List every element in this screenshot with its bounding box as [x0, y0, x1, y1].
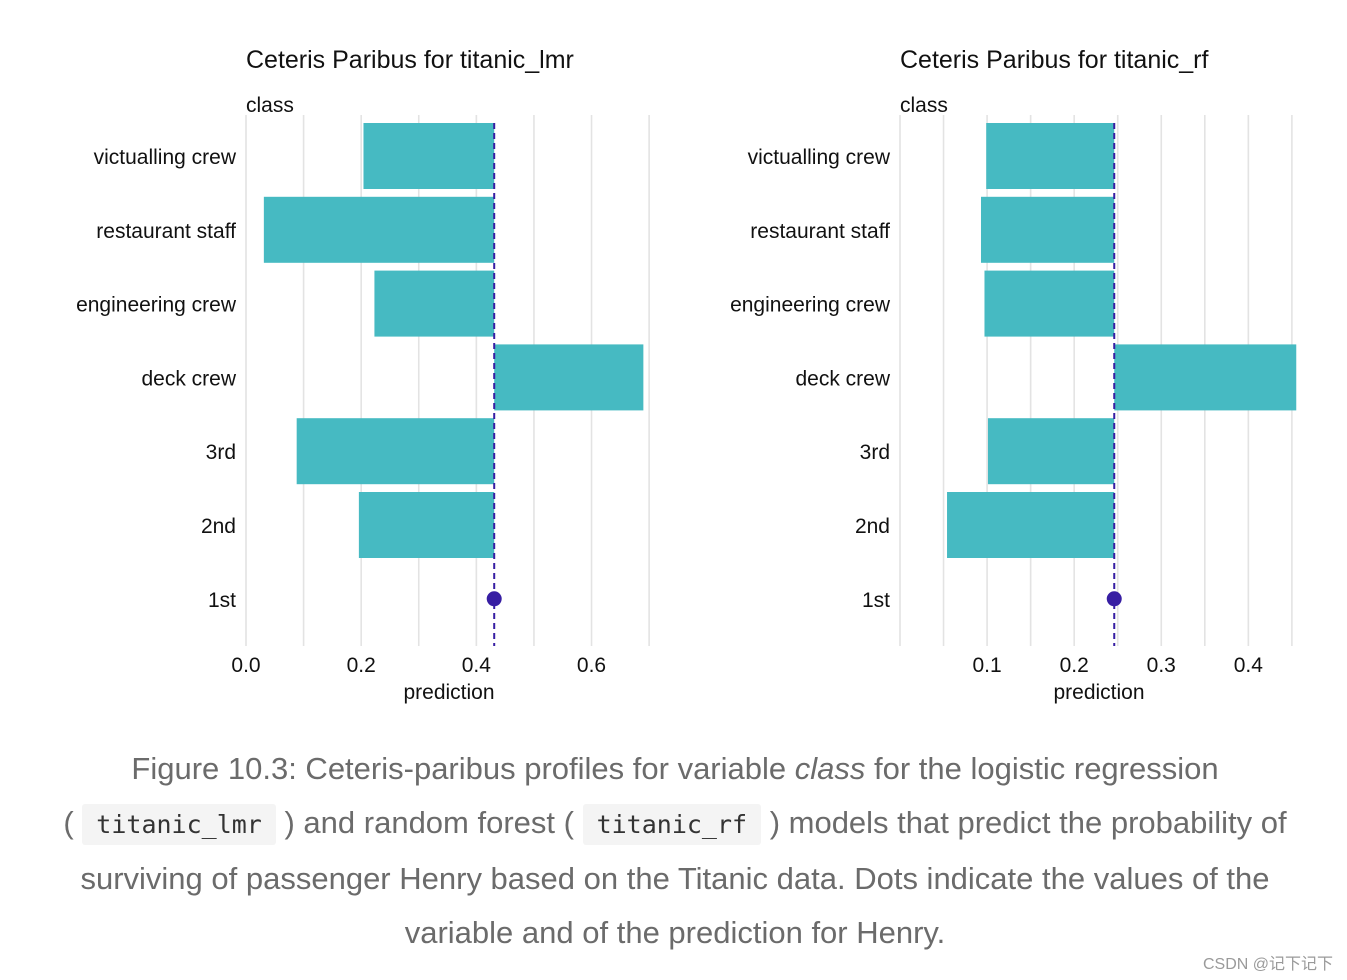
- caption-variable: class: [794, 751, 866, 786]
- category-label-lmr: 1st: [208, 589, 236, 612]
- observation-dot-lmr: [486, 591, 502, 607]
- category-label-rf: 1st: [862, 589, 890, 612]
- x-tick-label-rf: 0.2: [1060, 654, 1089, 677]
- x-tick-label-rf: 0.1: [972, 654, 1001, 677]
- category-label-lmr: 3rd: [206, 441, 236, 464]
- bar-rf: [980, 196, 1115, 263]
- chart-title-lmr: Ceteris Paribus for titanic_lmr: [246, 46, 574, 74]
- category-label-rf: 3rd: [860, 441, 890, 464]
- category-label-lmr: victualling crew: [94, 146, 237, 169]
- category-label-rf: 2nd: [855, 515, 890, 538]
- x-tick-label-lmr: 0.6: [577, 654, 606, 677]
- caption-open1: (: [63, 805, 83, 840]
- category-label-rf: engineering crew: [730, 294, 891, 317]
- bar-rf: [986, 123, 1115, 189]
- caption-part2: ) and random forest (: [275, 805, 583, 840]
- observation-dot-rf: [1106, 591, 1122, 607]
- category-label-lmr: engineering crew: [76, 294, 237, 317]
- category-label-rf: deck crew: [795, 367, 890, 390]
- caption-prefix: Figure 10.3: Ceteris-paribus profiles fo…: [131, 751, 795, 786]
- category-label-rf: victualling crew: [748, 146, 891, 169]
- caption-code-rf: titanic_rf: [582, 804, 762, 845]
- bar-lmr: [363, 123, 495, 189]
- watermark: CSDN @记下记下: [1202, 956, 1333, 973]
- bar-lmr: [296, 418, 495, 485]
- bar-lmr: [358, 492, 495, 558]
- x-tick-label-rf: 0.4: [1234, 654, 1264, 677]
- variable-label-lmr: class: [246, 94, 294, 117]
- x-tick-label-lmr: 0.4: [462, 654, 492, 677]
- bar-lmr: [494, 344, 644, 411]
- x-axis-label-lmr: prediction: [403, 681, 494, 704]
- bar-lmr: [374, 270, 495, 337]
- variable-label-rf: class: [900, 94, 948, 117]
- x-tick-label-lmr: 0.2: [347, 654, 376, 677]
- figure-caption: Figure 10.3: Ceteris-paribus profiles fo…: [30, 742, 1320, 960]
- caption-code-lmr: titanic_lmr: [82, 804, 276, 845]
- bar-rf: [987, 418, 1115, 485]
- category-label-lmr: restaurant staff: [96, 220, 236, 243]
- bar-lmr: [263, 196, 495, 263]
- x-tick-label-lmr: 0.0: [231, 654, 260, 677]
- caption-part1: for the logistic regression: [865, 751, 1219, 786]
- bar-rf: [1114, 344, 1297, 411]
- bar-rf: [947, 492, 1115, 558]
- x-axis-label-rf: prediction: [1053, 681, 1144, 704]
- category-label-lmr: deck crew: [141, 367, 236, 390]
- caption-part3: ) models that predict the probability of…: [80, 805, 1287, 950]
- chart-title-rf: Ceteris Paribus for titanic_rf: [900, 46, 1209, 74]
- x-tick-label-rf: 0.3: [1147, 654, 1176, 677]
- category-label-lmr: 2nd: [201, 515, 236, 538]
- bar-rf: [984, 270, 1115, 337]
- category-label-rf: restaurant staff: [750, 220, 890, 243]
